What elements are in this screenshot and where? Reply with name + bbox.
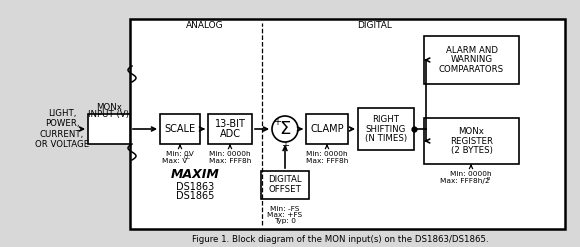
Text: (N TIMES): (N TIMES) (365, 133, 407, 143)
Text: MAXIM: MAXIM (171, 167, 219, 181)
Circle shape (272, 116, 298, 142)
FancyBboxPatch shape (424, 118, 519, 164)
Text: LIGHT,
POWER,
CURRENT,
OR VOLTAGE: LIGHT, POWER, CURRENT, OR VOLTAGE (35, 109, 89, 149)
Text: n: n (486, 177, 490, 182)
Text: CLAMP: CLAMP (310, 124, 344, 134)
Text: ALARM AND: ALARM AND (445, 46, 498, 56)
Text: Figure 1. Block diagram of the MON input(s) on the DS1863/DS1865.: Figure 1. Block diagram of the MON input… (191, 234, 488, 244)
Text: SCALE: SCALE (165, 124, 195, 134)
Text: Min: -FS: Min: -FS (270, 206, 300, 212)
FancyBboxPatch shape (88, 114, 130, 144)
Text: 13-BIT: 13-BIT (215, 119, 245, 129)
Text: DS1865: DS1865 (176, 191, 214, 201)
Text: Max: FFF8h: Max: FFF8h (306, 158, 348, 164)
Text: SHIFTING: SHIFTING (366, 124, 406, 133)
Text: RIGHT: RIGHT (372, 116, 400, 124)
Text: DS1863: DS1863 (176, 182, 214, 192)
Text: Typ: 0: Typ: 0 (274, 218, 296, 224)
Text: (2 BYTES): (2 BYTES) (451, 145, 492, 155)
Text: MONx: MONx (459, 127, 484, 137)
FancyBboxPatch shape (358, 108, 414, 150)
Text: REGISTER: REGISTER (450, 137, 493, 145)
Text: CC: CC (183, 155, 191, 160)
FancyBboxPatch shape (130, 19, 565, 229)
Text: Min: 0000h: Min: 0000h (450, 171, 492, 177)
Text: Σ: Σ (280, 120, 291, 138)
Text: Max: FFF8h: Max: FFF8h (209, 158, 251, 164)
Text: Min: 0V: Min: 0V (166, 151, 194, 157)
Text: DIGITAL: DIGITAL (357, 21, 393, 30)
Text: INPUT (V): INPUT (V) (89, 110, 129, 120)
Text: +: + (273, 117, 281, 127)
FancyBboxPatch shape (306, 114, 348, 144)
Text: OFFSET: OFFSET (269, 185, 302, 194)
Text: Max: V: Max: V (162, 158, 187, 164)
Text: COMPARATORS: COMPARATORS (439, 64, 504, 74)
Text: +: + (281, 141, 289, 151)
FancyBboxPatch shape (424, 36, 519, 84)
Text: Min: 0000h: Min: 0000h (209, 151, 251, 157)
Text: Max: FFF8h/2: Max: FFF8h/2 (440, 178, 490, 184)
Text: Max: +FS: Max: +FS (267, 212, 303, 218)
Text: Min: 0000h: Min: 0000h (306, 151, 348, 157)
Text: ANALOG: ANALOG (186, 21, 224, 30)
Text: MONx: MONx (96, 103, 122, 112)
FancyBboxPatch shape (208, 114, 252, 144)
FancyBboxPatch shape (160, 114, 200, 144)
Text: WARNING: WARNING (451, 56, 492, 64)
Text: ADC: ADC (219, 129, 241, 139)
FancyBboxPatch shape (261, 171, 309, 199)
Text: DIGITAL: DIGITAL (268, 176, 302, 185)
